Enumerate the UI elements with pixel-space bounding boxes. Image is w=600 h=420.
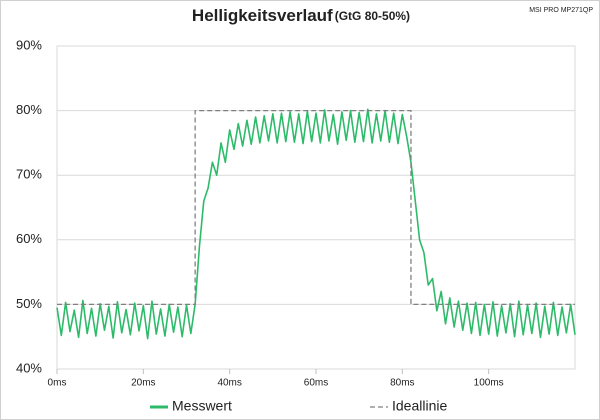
x-tick-label: 20ms [131, 378, 155, 389]
y-tick-label: 60% [16, 231, 42, 246]
legend-label: Messwert [172, 398, 232, 414]
plot-area [56, 45, 576, 370]
legend-label: Ideallinie [392, 398, 447, 414]
x-tick-label: 0ms [48, 378, 67, 389]
x-tick-label: 100ms [474, 378, 504, 389]
y-tick-label: 90% [16, 37, 42, 52]
series-line [57, 109, 575, 306]
series-line [56, 108, 576, 340]
chart-annotation: MSI PRO MP271QP [529, 7, 593, 14]
y-tick-label: 70% [16, 167, 42, 182]
y-tick-label: 80% [16, 102, 42, 117]
legend-item: Ideallinie [370, 398, 447, 414]
x-tick-label: 80ms [390, 378, 414, 389]
y-tick-label: 50% [16, 296, 42, 311]
chart-title: Helligkeitsverlauf (GtG 80-50%) [192, 6, 410, 25]
subtitle-text: (GtG 80-50%) [335, 9, 410, 23]
legend-item: Messwert [150, 398, 232, 414]
x-tick-label: 40ms [217, 378, 241, 389]
title-text: Helligkeitsverlauf [192, 6, 333, 25]
x-tick-label: 60ms [304, 378, 328, 389]
y-tick-label: 40% [16, 360, 42, 375]
